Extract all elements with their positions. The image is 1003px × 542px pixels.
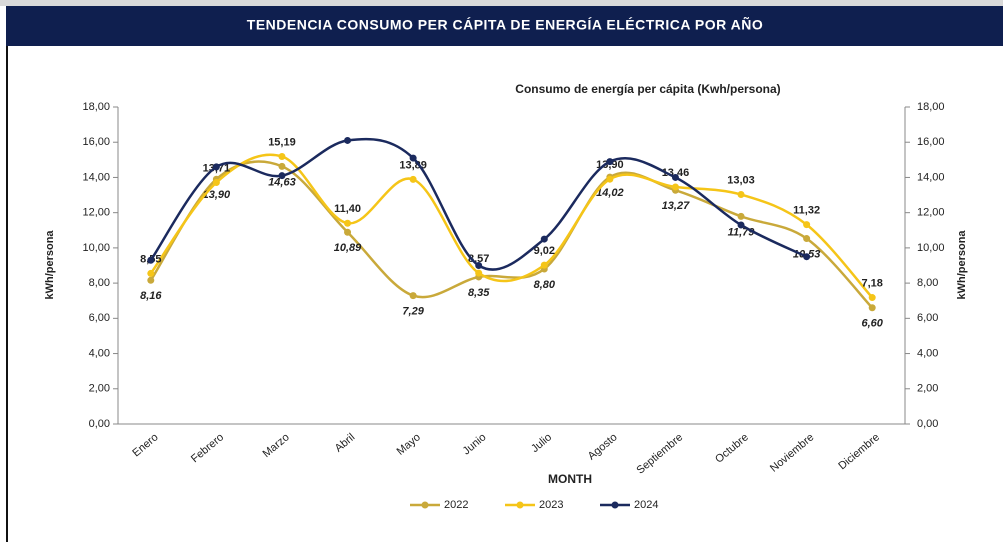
y-tick-label: 10,00 bbox=[82, 242, 110, 254]
y2-tick-label: 8,00 bbox=[917, 277, 938, 289]
point bbox=[344, 136, 352, 144]
y-tick-label: 12,00 bbox=[82, 207, 110, 219]
point bbox=[540, 261, 548, 269]
point bbox=[671, 183, 679, 191]
point bbox=[475, 269, 483, 277]
legend-label: 2024 bbox=[634, 499, 658, 511]
point bbox=[540, 235, 548, 243]
data-label: 8,35 bbox=[468, 287, 490, 299]
legend-marker bbox=[516, 501, 524, 509]
y2-tick-label: 10,00 bbox=[917, 242, 945, 254]
data-label: 8,16 bbox=[140, 290, 162, 302]
data-label: 7,18 bbox=[861, 277, 882, 289]
point bbox=[803, 221, 811, 229]
data-label: 11,32 bbox=[793, 205, 820, 217]
point bbox=[278, 172, 286, 180]
point bbox=[147, 256, 155, 264]
data-label: 13,90 bbox=[596, 159, 624, 171]
series-line bbox=[149, 160, 874, 309]
y-tick-label: 16,00 bbox=[82, 136, 110, 148]
y-tick-label: 14,00 bbox=[82, 171, 110, 183]
point bbox=[868, 304, 876, 312]
point bbox=[147, 276, 155, 284]
y-tick-label: 6,00 bbox=[89, 312, 110, 324]
point bbox=[737, 191, 745, 199]
legend-marker bbox=[421, 501, 429, 509]
data-label: 15,19 bbox=[268, 136, 296, 148]
data-label: 10,89 bbox=[334, 242, 362, 254]
header-bar bbox=[6, 6, 1003, 46]
data-label: 6,60 bbox=[861, 318, 883, 330]
legend-label: 2022 bbox=[444, 499, 468, 511]
data-label: 8,80 bbox=[534, 279, 556, 291]
chart-title: Consumo de energía per cápita (Kwh/perso… bbox=[515, 82, 780, 96]
y-axis-title: kWh/persona bbox=[44, 230, 56, 300]
point bbox=[212, 163, 220, 171]
y-tick-label: 4,00 bbox=[89, 347, 110, 359]
point bbox=[344, 228, 352, 236]
data-label: 9,02 bbox=[534, 245, 555, 257]
point bbox=[212, 179, 220, 187]
top-strip bbox=[0, 0, 1003, 6]
y2-tick-label: 4,00 bbox=[917, 347, 938, 359]
data-label: 13,27 bbox=[662, 200, 690, 212]
data-label: 11,40 bbox=[334, 203, 361, 215]
y-tick-label: 8,00 bbox=[89, 277, 110, 289]
data-label: 14,63 bbox=[268, 176, 296, 188]
y2-tick-label: 6,00 bbox=[917, 312, 938, 324]
data-label: 13,90 bbox=[203, 189, 231, 201]
data-label: 14,02 bbox=[596, 187, 624, 199]
point bbox=[737, 221, 745, 229]
legend-label: 2023 bbox=[539, 499, 563, 511]
y2-tick-label: 16,00 bbox=[917, 136, 945, 148]
point bbox=[803, 253, 811, 261]
point bbox=[803, 235, 811, 243]
left-border bbox=[6, 46, 8, 542]
data-label: 7,29 bbox=[402, 306, 424, 318]
y-tick-label: 0,00 bbox=[89, 418, 110, 430]
legend-marker bbox=[611, 501, 619, 509]
point bbox=[344, 219, 352, 227]
data-label: 13,46 bbox=[662, 167, 690, 179]
point bbox=[278, 162, 286, 170]
y2-tick-label: 12,00 bbox=[917, 207, 945, 219]
y2-tick-label: 0,00 bbox=[917, 418, 938, 430]
point bbox=[606, 158, 614, 166]
y2-tick-label: 18,00 bbox=[917, 101, 945, 113]
header-title: TENDENCIA CONSUMO PER CÁPITA DE ENERGÍA … bbox=[247, 16, 763, 33]
point bbox=[606, 175, 614, 183]
point bbox=[475, 262, 483, 269]
point bbox=[147, 269, 155, 277]
point bbox=[278, 152, 286, 160]
point bbox=[409, 292, 417, 300]
y-tick-label: 2,00 bbox=[89, 383, 110, 395]
data-label: 13,03 bbox=[727, 174, 755, 186]
point bbox=[671, 173, 679, 181]
point bbox=[737, 212, 745, 220]
y-tick-label: 18,00 bbox=[82, 101, 110, 113]
y2-tick-label: 2,00 bbox=[917, 383, 938, 395]
y2-axis-title: kWh/persona bbox=[956, 230, 968, 300]
point bbox=[868, 294, 876, 302]
x-axis-title: MONTH bbox=[548, 472, 592, 486]
point bbox=[409, 154, 417, 162]
point bbox=[409, 175, 417, 183]
y2-tick-label: 14,00 bbox=[917, 171, 945, 183]
